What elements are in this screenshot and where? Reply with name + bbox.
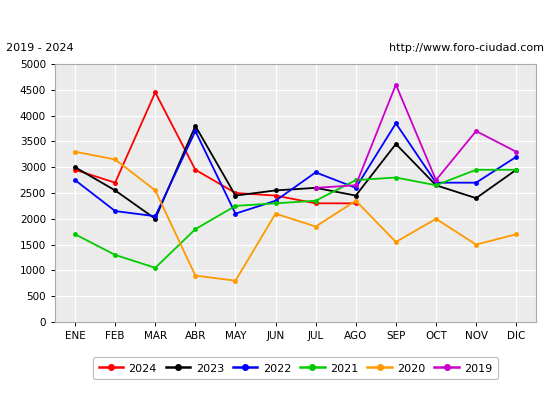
2020: [513, 232, 520, 237]
2020: [272, 211, 279, 216]
2023: [112, 188, 118, 193]
2020: [433, 216, 439, 221]
2019: [312, 186, 319, 190]
2022: [192, 129, 199, 134]
Text: http://www.foro-ciudad.com: http://www.foro-ciudad.com: [389, 43, 544, 53]
2022: [312, 170, 319, 175]
2022: [72, 178, 78, 182]
2021: [112, 252, 118, 257]
2024: [112, 180, 118, 185]
2020: [192, 273, 199, 278]
Line: 2024: 2024: [73, 91, 358, 205]
2019: [433, 178, 439, 182]
2021: [72, 232, 78, 237]
2024: [152, 90, 158, 95]
2021: [393, 175, 399, 180]
2020: [72, 149, 78, 154]
2021: [192, 227, 199, 232]
2019: [513, 149, 520, 154]
2020: [473, 242, 480, 247]
2024: [192, 167, 199, 172]
2023: [72, 165, 78, 170]
Text: 2019 - 2024: 2019 - 2024: [6, 43, 73, 53]
2022: [433, 180, 439, 185]
2022: [353, 186, 359, 190]
2022: [473, 180, 480, 185]
2023: [433, 183, 439, 188]
2021: [433, 183, 439, 188]
Text: Evolucion Nº Turistas Nacionales en el municipio de Andorra: Evolucion Nº Turistas Nacionales en el m…: [48, 12, 502, 26]
2021: [152, 266, 158, 270]
2022: [513, 154, 520, 159]
2024: [353, 201, 359, 206]
2023: [232, 193, 239, 198]
2023: [473, 196, 480, 200]
2021: [473, 167, 480, 172]
2020: [152, 188, 158, 193]
2023: [312, 186, 319, 190]
2024: [272, 193, 279, 198]
2023: [272, 188, 279, 193]
2022: [393, 121, 399, 126]
2024: [232, 190, 239, 195]
2023: [353, 193, 359, 198]
Line: 2023: 2023: [73, 124, 518, 220]
Line: 2020: 2020: [73, 150, 518, 282]
2021: [272, 201, 279, 206]
2022: [152, 214, 158, 219]
2024: [312, 201, 319, 206]
2019: [393, 82, 399, 87]
2022: [112, 209, 118, 214]
2021: [513, 167, 520, 172]
2023: [152, 216, 158, 221]
2021: [312, 198, 319, 203]
2022: [232, 211, 239, 216]
Line: 2021: 2021: [73, 168, 518, 270]
2024: [72, 167, 78, 172]
2019: [473, 129, 480, 134]
2020: [112, 157, 118, 162]
2022: [272, 198, 279, 203]
2020: [232, 278, 239, 283]
2021: [353, 178, 359, 182]
2019: [353, 183, 359, 188]
2020: [393, 240, 399, 244]
2023: [393, 142, 399, 146]
2023: [513, 167, 520, 172]
Legend: 2024, 2023, 2022, 2021, 2020, 2019: 2024, 2023, 2022, 2021, 2020, 2019: [93, 357, 498, 379]
Line: 2022: 2022: [73, 122, 518, 218]
2021: [232, 204, 239, 208]
Line: 2019: 2019: [314, 83, 518, 190]
2020: [312, 224, 319, 229]
2020: [353, 198, 359, 203]
2023: [192, 124, 199, 128]
